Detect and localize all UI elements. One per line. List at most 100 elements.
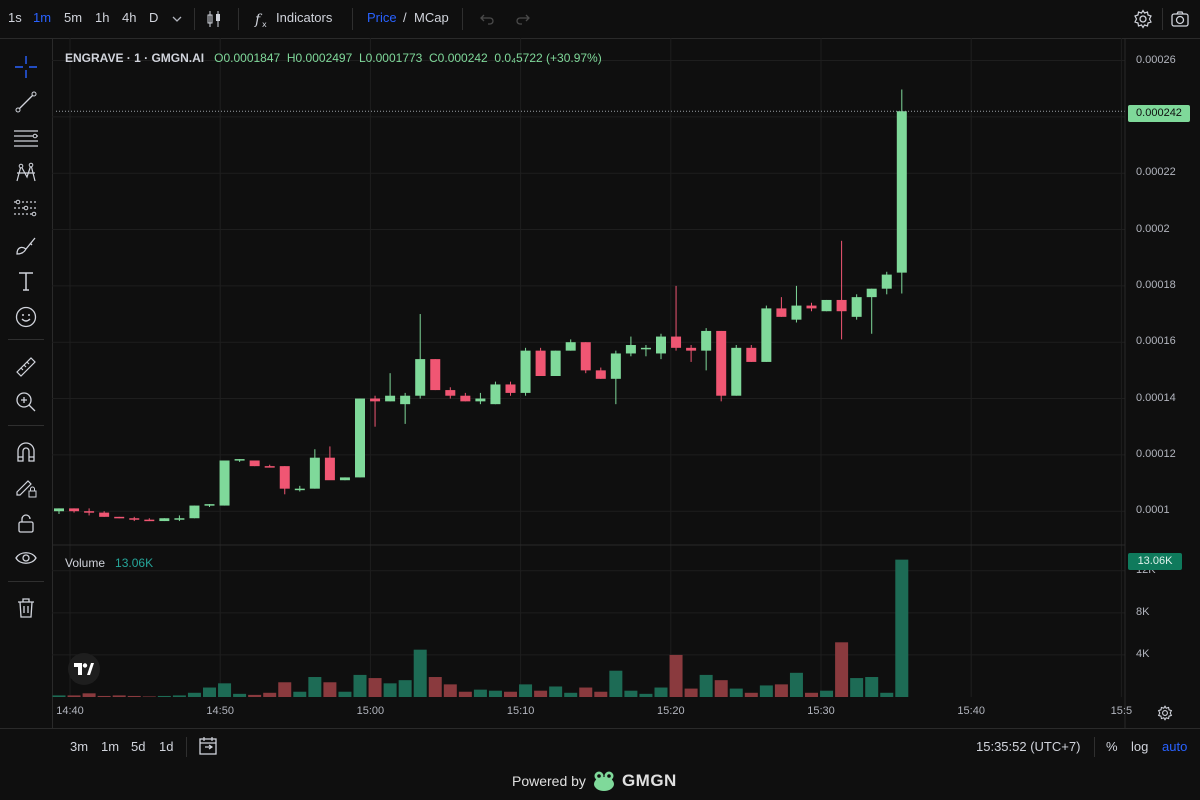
volume-bar (263, 692, 277, 697)
candle-body (791, 305, 802, 320)
mcap-toggle[interactable]: MCap (414, 10, 449, 25)
candle-body (881, 274, 892, 289)
bottom-toolbar: 3m 1m 5d 1d 15:35:52 (UTC+7) % log auto (0, 728, 1200, 763)
price-toggle[interactable]: Price (367, 10, 397, 25)
candle-body (731, 347, 742, 396)
svg-text:x: x (262, 20, 267, 28)
candle-body (610, 353, 621, 379)
frog-logo-icon (593, 771, 614, 791)
clock-timezone[interactable]: 15:35:52 (UTC+7) (976, 739, 1081, 754)
volume-bar (97, 695, 111, 697)
change-value: 0.0₄5722 (+30.97%) (494, 51, 602, 65)
time-tick-label: 14:40 (56, 705, 84, 717)
candle-body (535, 350, 546, 376)
interval-1h[interactable]: 1h (95, 10, 110, 25)
volume-label[interactable]: Volume (65, 556, 106, 570)
candle-body (355, 398, 365, 478)
volume-tick-label: 4K (1136, 647, 1150, 660)
symbol-label[interactable]: ENGRAVE · 1 · GMGN.AI (65, 51, 205, 65)
text-icon[interactable] (13, 268, 39, 294)
candle-body (309, 457, 320, 489)
lock-icon[interactable] (13, 510, 39, 536)
volume-bar (504, 691, 517, 697)
volume-bar (805, 692, 818, 697)
fib-icon[interactable] (13, 196, 39, 222)
volume-bar (880, 692, 894, 697)
powered-by[interactable]: Powered by GMGN (512, 770, 677, 792)
candle-body (520, 350, 531, 393)
candlestick-icon[interactable] (203, 8, 225, 30)
pattern-icon[interactable] (13, 160, 39, 186)
candle-body (460, 395, 471, 402)
volume-bar (353, 674, 367, 697)
time-tick-label: 15:30 (807, 705, 835, 717)
volume-bar (203, 687, 216, 697)
candle-body (114, 516, 125, 519)
candle-body (686, 347, 697, 351)
redo-icon[interactable] (512, 8, 534, 30)
candle-body (249, 460, 260, 467)
candle-body (716, 330, 727, 396)
interval-1s[interactable]: 1s (8, 10, 22, 25)
gear-icon[interactable] (1132, 8, 1154, 30)
candle-body (370, 398, 381, 402)
time-tick-label: 15:00 (356, 705, 385, 717)
lock-drawing-icon[interactable] (13, 474, 39, 500)
range-3m[interactable]: 3m (70, 739, 89, 754)
volume-bar (293, 691, 307, 697)
candle-body (219, 460, 230, 506)
trend-line-icon[interactable] (13, 89, 39, 115)
volume-bar (413, 649, 427, 697)
candle-body (550, 350, 561, 376)
date-range-icon[interactable] (197, 735, 219, 757)
candle-body (490, 384, 501, 405)
eye-icon[interactable] (13, 545, 39, 571)
volume-bar (579, 687, 593, 697)
horizontal-lines-icon[interactable] (13, 125, 39, 151)
trash-icon[interactable] (13, 595, 39, 621)
candle-body (625, 345, 636, 354)
candle-body (400, 395, 411, 405)
range-1m[interactable]: 1m (101, 739, 120, 754)
volume-bar (172, 695, 186, 697)
chart-legend: ENGRAVE · 1 · GMGN.AI O0.0001847 H0.0002… (65, 51, 602, 65)
camera-icon[interactable] (1169, 8, 1191, 30)
magnet-icon[interactable] (13, 439, 39, 465)
price-tick-label: 0.00026 (1136, 53, 1176, 66)
volume-bar (759, 685, 773, 697)
crosshair-icon[interactable] (13, 54, 39, 80)
time-tick-label: 15:40 (957, 705, 985, 717)
candle-body (144, 519, 155, 522)
candle-body (84, 511, 95, 513)
volume-bar (82, 693, 96, 697)
percent-toggle[interactable]: % (1106, 739, 1118, 754)
price-mcap-separator: / (403, 10, 407, 25)
range-1d[interactable]: 1d (159, 739, 174, 754)
powered-by-label: Powered by (512, 773, 586, 789)
candle-body (746, 347, 757, 362)
auto-toggle[interactable]: auto (1162, 739, 1188, 754)
indicators-button[interactable]: Indicators (276, 10, 333, 25)
tradingview-logo[interactable] (68, 653, 100, 685)
interval-d[interactable]: D (149, 10, 159, 25)
interval-5m[interactable]: 5m (64, 10, 83, 25)
brush-icon[interactable] (13, 232, 39, 258)
candle-body (821, 299, 832, 312)
emoji-icon[interactable] (13, 304, 39, 330)
undo-icon[interactable] (476, 8, 498, 30)
candle-body (640, 347, 651, 350)
chevron-down-icon[interactable] (166, 8, 188, 30)
interval-1m[interactable]: 1m (33, 10, 52, 25)
zoom-in-icon[interactable] (13, 389, 39, 415)
volume-bar (699, 674, 713, 697)
axis-settings-icon[interactable] (1154, 702, 1176, 724)
range-5d[interactable]: 5d (131, 739, 146, 754)
volume-bar (233, 693, 247, 697)
volume-bar (428, 677, 442, 697)
volume-bar (398, 680, 412, 697)
log-toggle[interactable]: log (1131, 739, 1149, 754)
interval-4h[interactable]: 4h (122, 10, 137, 25)
ruler-icon[interactable] (13, 354, 39, 380)
